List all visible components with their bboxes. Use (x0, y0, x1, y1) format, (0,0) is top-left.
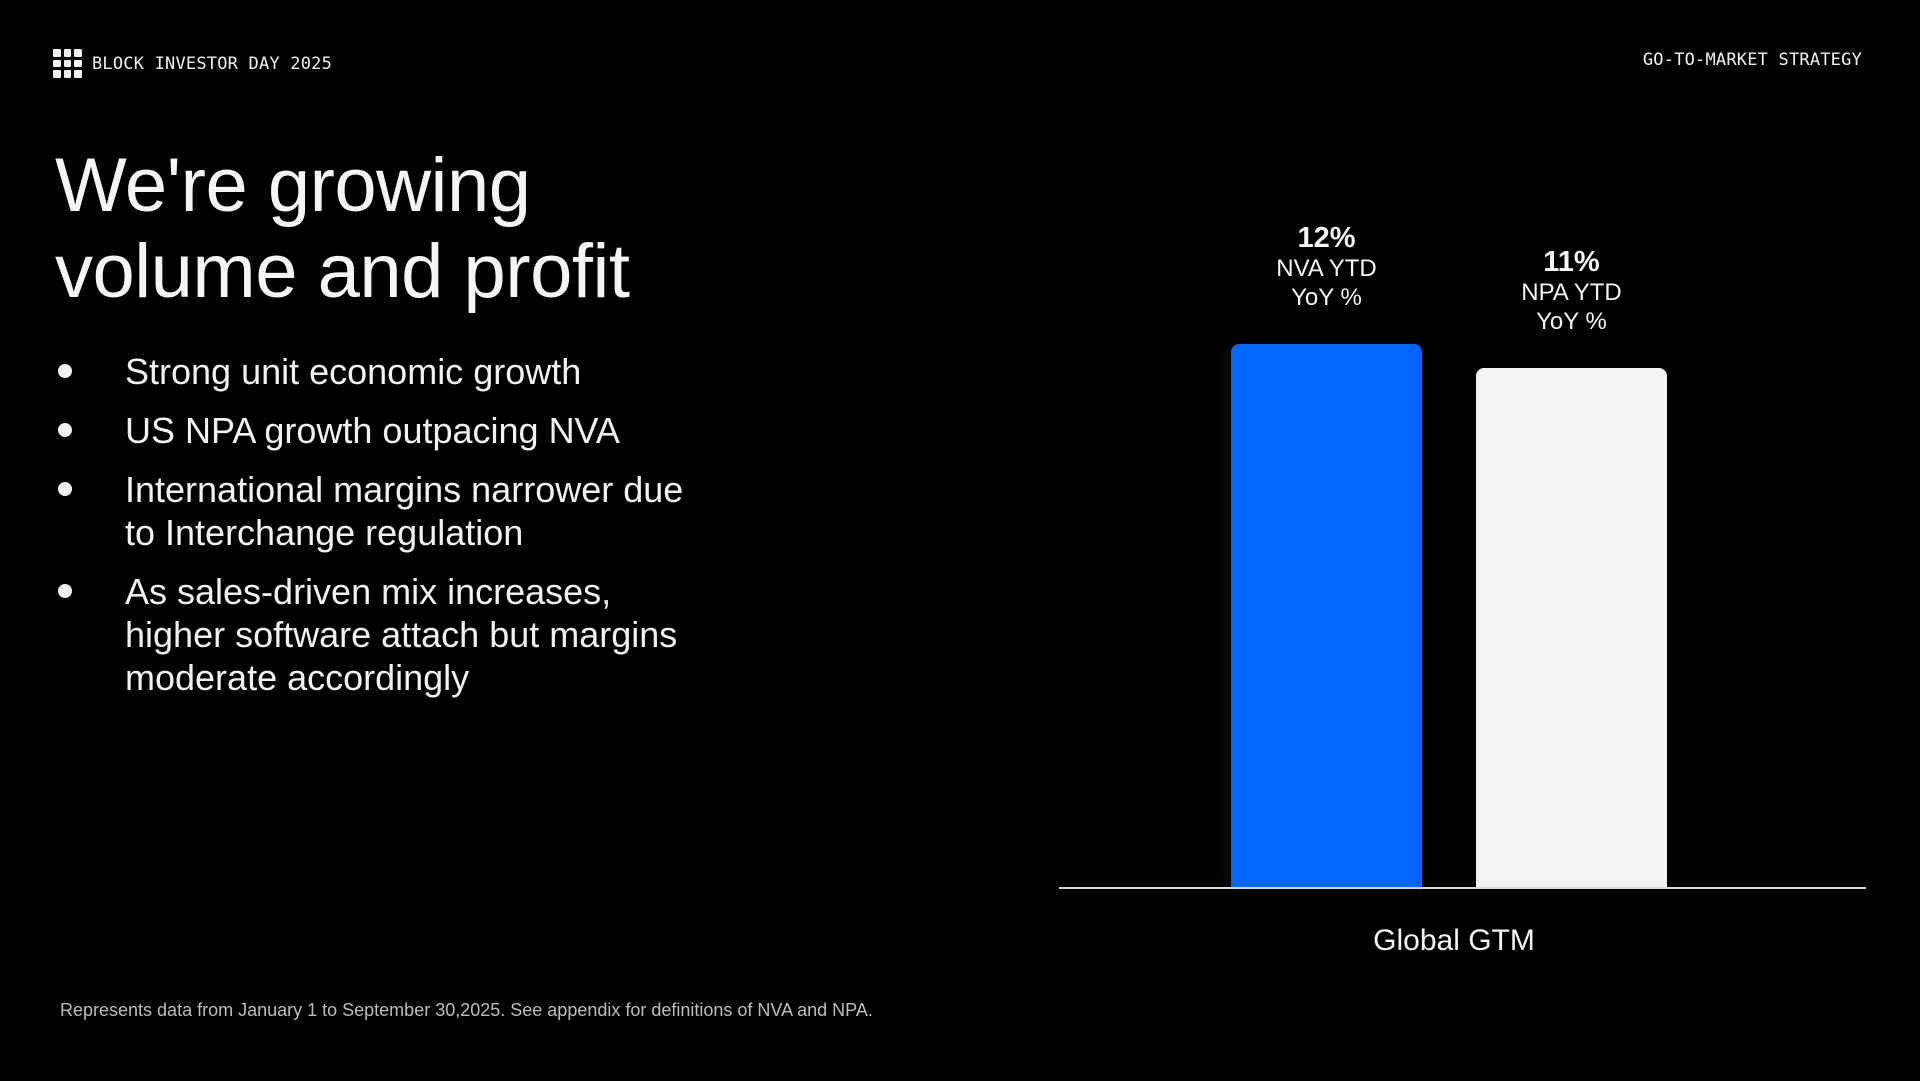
bullet-text: Strong unit economic growth (125, 351, 582, 392)
bullet-text: to Interchange regulation (125, 512, 524, 553)
data-label-unit: YoY % (1536, 308, 1607, 335)
bar-npa-ytd (1476, 368, 1667, 887)
x-axis-line (1059, 887, 1866, 889)
bullet-icon (58, 423, 72, 437)
bullet-item: International margins narrower due to Int… (55, 468, 755, 554)
data-label-unit: YoY % (1291, 284, 1362, 311)
bullet-list: Strong unit economic growth US NPA growt… (55, 350, 755, 715)
bullet-icon (58, 364, 72, 378)
header-brand: BLOCK INVESTOR DAY 2025 (53, 49, 332, 78)
category-label: Global GTM (1373, 924, 1535, 957)
bullet-text: US NPA growth outpacing NVA (125, 410, 620, 451)
data-label-value: 11% (1543, 246, 1600, 278)
data-label: 12% NVA YTD YoY % (1207, 222, 1447, 312)
bullet-item: Strong unit economic growth (55, 350, 755, 393)
bullet-text: moderate accordingly (125, 657, 470, 698)
event-name: BLOCK INVESTOR DAY 2025 (92, 53, 333, 74)
bar-nva-ytd (1231, 344, 1422, 887)
bullet-icon (58, 482, 72, 496)
title-line-1: We're growing (55, 143, 531, 228)
block-grid-icon (53, 49, 82, 78)
slide-title: We're growing volume and profit (55, 143, 630, 315)
data-label: 11% NPA YTD YoY % (1452, 246, 1692, 336)
title-line-2: volume and profit (55, 229, 630, 314)
data-label-metric: NVA YTD (1276, 255, 1377, 282)
footnote: Represents data from January 1 to Septem… (60, 1000, 873, 1020)
bullet-text: higher software attach but margins (125, 614, 678, 655)
data-label-value: 12% (1297, 222, 1356, 254)
bullet-icon (58, 584, 72, 598)
data-label-metric: NPA YTD (1521, 279, 1622, 306)
bullet-text: As sales-driven mix increases, (125, 571, 612, 612)
bullet-text: International margins narrower due (125, 469, 684, 510)
section-name: GO-TO-MARKET STRATEGY (1642, 50, 1862, 70)
bullet-item: As sales-driven mix increases, higher sof… (55, 570, 755, 699)
bullet-item: US NPA growth outpacing NVA (55, 409, 755, 452)
